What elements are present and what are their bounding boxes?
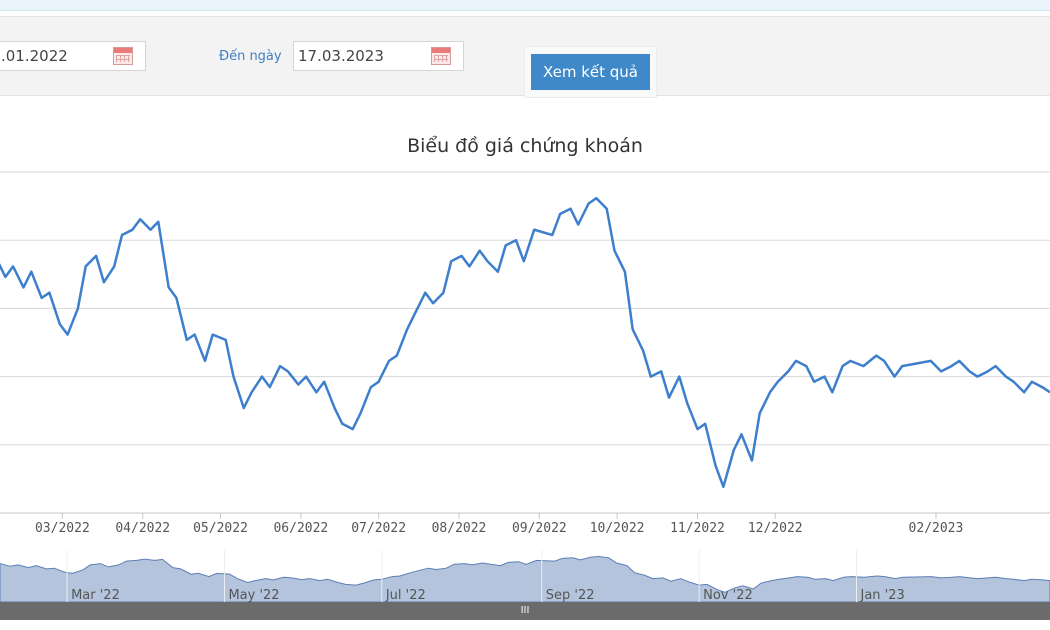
navigator[interactable]: Mar '22 May '22 Jul '22 Sep '22 Nov '22 Jan '… [0, 550, 1050, 603]
to-date-label: Đến ngày [219, 49, 282, 64]
from-date-input[interactable]: .01.2022 [0, 41, 146, 71]
x-tick-label: 12/2022 [748, 521, 803, 536]
x-tick-label: 05/2022 [193, 521, 248, 536]
x-tick-label: 07/2022 [351, 521, 406, 536]
submit-button[interactable]: Xem kết quả [531, 54, 650, 90]
price-chart: Biểu đồ giá chứng khoán 03/2022 04/2022 05… [0, 135, 1050, 603]
x-tick-label: 09/2022 [512, 521, 567, 536]
to-date-input[interactable]: 17.03.2023 [293, 41, 464, 71]
chart-title: Biểu đồ giá chứng khoán [407, 135, 643, 157]
x-tick-label: 08/2022 [432, 521, 487, 536]
navigator-label: Nov '22 [703, 588, 753, 603]
grid-lines [0, 171, 1050, 514]
x-tick-label: 11/2022 [670, 521, 725, 536]
x-tick-label: 03/2022 [35, 521, 90, 536]
calendar-icon[interactable] [431, 47, 451, 65]
x-axis: 03/2022 04/2022 05/2022 06/2022 07/2022 08/20… [35, 513, 963, 536]
navigator-label: Sep '22 [546, 588, 595, 603]
scrollbar-handle[interactable]: III [520, 605, 530, 616]
x-tick-label: 06/2022 [273, 521, 328, 536]
price-series-line [0, 196, 1050, 489]
calendar-icon[interactable] [113, 47, 133, 65]
x-tick-label: 04/2022 [115, 521, 170, 536]
navigator-label: Jul '22 [385, 588, 426, 603]
navigator-scrollbar[interactable]: III [0, 602, 1050, 620]
top-strip [0, 0, 1050, 11]
from-date-value: .01.2022 [1, 47, 68, 65]
navigator-series-area [0, 555, 1050, 603]
submit-button-frame: Xem kết quả [524, 46, 657, 98]
navigator-label: May '22 [228, 588, 279, 603]
navigator-label: Mar '22 [71, 588, 120, 603]
x-tick-label: 02/2023 [909, 521, 964, 536]
filter-bar: .01.2022 Đến ngày 17.03.2023 Xem kết quả [0, 16, 1050, 98]
x-tick-label: 10/2022 [590, 521, 645, 536]
to-date-value: 17.03.2023 [298, 47, 384, 65]
navigator-label: Jan '23 [860, 588, 905, 603]
